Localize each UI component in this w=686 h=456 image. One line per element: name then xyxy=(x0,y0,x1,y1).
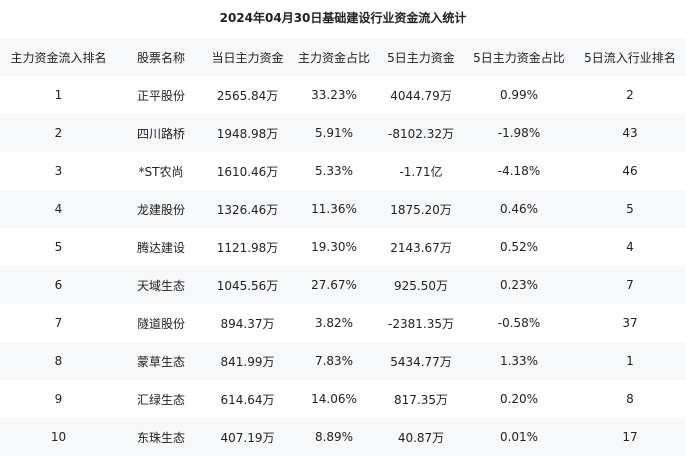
stock-name-cell: 龙建股份 xyxy=(136,202,185,217)
5day-industry-rank-cell: 2 xyxy=(626,88,634,102)
rank-cell: 8 xyxy=(54,354,63,368)
daily-main-fund-cell: 2565.84万 xyxy=(216,88,279,103)
table-row: 7 隧道股份 894.37万 3.82% -2381.35万 -0.58% 37 xyxy=(0,304,686,342)
5day-industry-rank-cell: 43 xyxy=(622,126,638,140)
5day-industry-rank-cell: 5 xyxy=(626,202,634,216)
stock-name-cell: *ST农尚 xyxy=(138,164,184,179)
5day-industry-rank-cell: 8 xyxy=(626,392,634,406)
5day-main-fund-ratio-cell: 0.99% xyxy=(499,88,539,102)
daily-main-fund-cell: 1045.56万 xyxy=(216,278,279,293)
5day-main-fund-ratio-cell: 0.46% xyxy=(499,202,539,216)
5day-main-fund-cell: -8102.32万 xyxy=(388,126,454,141)
stock-name-cell: 东珠生态 xyxy=(136,430,185,445)
5day-industry-rank-cell: 17 xyxy=(622,430,638,444)
header-daily-main-fund: 当日主力资金 xyxy=(211,50,284,65)
stock-name-cell: 汇绿生态 xyxy=(136,392,185,407)
5day-main-fund-ratio-cell: 0.52% xyxy=(499,240,539,254)
header-stock-name: 股票名称 xyxy=(136,50,185,65)
table-row: 5 腾达建设 1121.98万 19.30% 2143.67万 0.52% 4 xyxy=(0,228,686,266)
daily-main-fund-cell: 1610.46万 xyxy=(216,164,279,179)
5day-main-fund-ratio-cell: -4.18% xyxy=(497,164,541,178)
stock-name-cell: 天域生态 xyxy=(136,278,185,293)
5day-main-fund-ratio-cell: -0.58% xyxy=(497,316,541,330)
table-row: 4 龙建股份 1326.46万 11.36% 1875.20万 0.46% 5 xyxy=(0,190,686,228)
5day-industry-rank-cell: 46 xyxy=(622,164,638,178)
5day-main-fund-cell: -1.71亿 xyxy=(399,164,443,179)
5day-main-fund-cell: 1875.20万 xyxy=(390,202,452,217)
daily-main-fund-cell: 1326.46万 xyxy=(216,202,279,217)
5day-main-fund-cell: 4044.79万 xyxy=(390,88,452,103)
main-fund-ratio-cell: 5.33% xyxy=(314,164,354,178)
5day-industry-rank-cell: 37 xyxy=(622,316,638,330)
daily-main-fund-cell: 407.19万 xyxy=(220,430,275,445)
daily-main-fund-cell: 614.64万 xyxy=(220,392,275,407)
table-row: 2 四川路桥 1948.98万 5.91% -8102.32万 -1.98% 43 xyxy=(0,114,686,152)
5day-industry-rank-cell: 4 xyxy=(626,240,634,254)
rank-cell: 1 xyxy=(54,88,63,102)
table-row: 1 正平股份 2565.84万 33.23% 4044.79万 0.99% 2 xyxy=(0,76,686,114)
stock-name-cell: 腾达建设 xyxy=(136,240,185,255)
daily-main-fund-cell: 894.37万 xyxy=(220,316,275,331)
main-fund-ratio-cell: 8.89% xyxy=(314,430,354,444)
main-fund-ratio-cell: 27.67% xyxy=(311,278,357,292)
table-row: 8 蒙草生态 841.99万 7.83% 5434.77万 1.33% 1 xyxy=(0,342,686,380)
daily-main-fund-cell: 1948.98万 xyxy=(216,126,279,141)
header-5day-industry-rank: 5日流入行业排名 xyxy=(584,50,676,65)
5day-main-fund-ratio-cell: 1.33% xyxy=(499,354,539,368)
5day-main-fund-ratio-cell: -1.98% xyxy=(497,126,541,140)
5day-industry-rank-cell: 1 xyxy=(626,354,634,368)
main-fund-ratio-cell: 14.06% xyxy=(311,392,357,406)
stock-name-cell: 正平股份 xyxy=(136,88,185,103)
table-row: 9 汇绿生态 614.64万 14.06% 817.35万 0.20% 8 xyxy=(0,380,686,418)
rank-cell: 2 xyxy=(54,126,63,140)
stock-name-cell: 四川路桥 xyxy=(136,126,185,141)
fund-flow-table: 主力资金流入排名 股票名称 当日主力资金 主力资金占比 5日主力资金 5日主力资… xyxy=(0,38,686,456)
main-fund-ratio-cell: 7.83% xyxy=(314,354,354,368)
5day-main-fund-ratio-cell: 0.23% xyxy=(499,278,539,292)
5day-main-fund-ratio-cell: 0.01% xyxy=(499,430,539,444)
5day-main-fund-cell: 40.87万 xyxy=(397,430,445,445)
daily-main-fund-cell: 841.99万 xyxy=(220,354,275,369)
daily-main-fund-cell: 1121.98万 xyxy=(216,240,279,255)
table-row: 10 东珠生态 407.19万 8.89% 40.87万 0.01% 17 xyxy=(0,418,686,456)
stock-name-cell: 蒙草生态 xyxy=(136,354,185,369)
rank-cell: 9 xyxy=(54,392,63,406)
table-header-row: 主力资金流入排名 股票名称 当日主力资金 主力资金占比 5日主力资金 5日主力资… xyxy=(0,38,686,76)
table-row: 3 *ST农尚 1610.46万 5.33% -1.71亿 -4.18% 46 xyxy=(0,152,686,190)
header-rank: 主力资金流入排名 xyxy=(10,50,107,65)
main-fund-ratio-cell: 11.36% xyxy=(311,202,357,216)
5day-main-fund-ratio-cell: 0.20% xyxy=(499,392,539,406)
5day-main-fund-cell: 925.50万 xyxy=(394,278,448,293)
rank-cell: 7 xyxy=(54,316,63,330)
main-fund-ratio-cell: 19.30% xyxy=(311,240,357,254)
stock-name-cell: 隧道股份 xyxy=(136,316,185,331)
5day-industry-rank-cell: 7 xyxy=(626,278,634,292)
header-5day-main-fund-ratio: 5日主力资金占比 xyxy=(473,50,565,65)
table-row: 6 天域生态 1045.56万 27.67% 925.50万 0.23% 7 xyxy=(0,266,686,304)
rank-cell: 3 xyxy=(54,164,63,178)
header-main-fund-ratio: 主力资金占比 xyxy=(297,50,370,65)
page-title: 2024年04月30日基础建设行业资金流入统计 xyxy=(219,11,467,25)
rank-cell: 5 xyxy=(54,240,63,254)
5day-main-fund-cell: -2381.35万 xyxy=(388,316,454,331)
rank-cell: 10 xyxy=(50,430,67,444)
main-fund-ratio-cell: 33.23% xyxy=(311,88,357,102)
5day-main-fund-cell: 5434.77万 xyxy=(390,354,452,369)
5day-main-fund-cell: 2143.67万 xyxy=(390,240,452,255)
main-fund-ratio-cell: 5.91% xyxy=(314,126,354,140)
rank-cell: 4 xyxy=(54,202,63,216)
rank-cell: 6 xyxy=(54,278,63,292)
header-5day-main-fund: 5日主力资金 xyxy=(387,50,455,65)
5day-main-fund-cell: 817.35万 xyxy=(394,392,448,407)
main-fund-ratio-cell: 3.82% xyxy=(314,316,354,330)
